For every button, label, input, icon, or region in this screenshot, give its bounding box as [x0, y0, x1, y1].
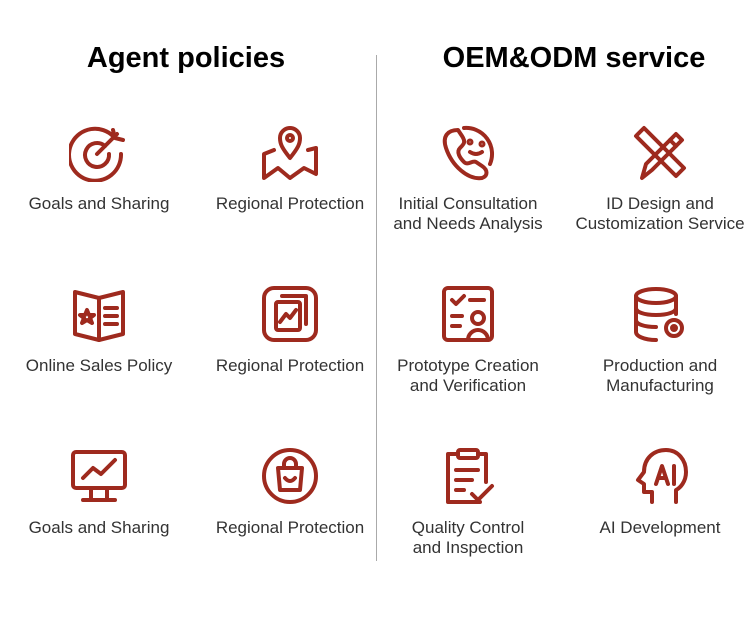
goals-sharing-item: Goals and Sharing	[4, 122, 194, 214]
regional-protection-item: Regional Protection	[195, 446, 385, 538]
database-gear-icon	[634, 287, 684, 342]
clipboard-check-icon	[446, 448, 494, 504]
ai-development-item: AI Development	[565, 446, 750, 538]
phone-smile-icon	[442, 125, 494, 181]
oem-odm-title: OEM&ODM service	[442, 42, 706, 74]
shopping-bag-icon	[262, 448, 318, 504]
checklist-user-icon	[442, 286, 494, 342]
prototype-item: Prototype Creation and Verification	[373, 284, 563, 396]
target-icon	[69, 126, 125, 182]
id-design-item: ID Design and Customization Service	[565, 122, 750, 234]
pencil-ruler-icon	[634, 126, 686, 180]
monitor-chart-icon	[71, 450, 127, 502]
regional-protection-item: Regional Protection	[195, 122, 385, 214]
regional-protection-item: Regional Protection	[195, 284, 385, 376]
quality-control-item: Quality Control and Inspection	[373, 446, 563, 558]
consultation-item: Initial Consultation and Needs Analysis	[373, 122, 563, 234]
document-chart-icon	[262, 286, 318, 342]
agent-policies-title: Agent policies	[86, 42, 286, 74]
production-item: Production and Manufacturing	[565, 284, 750, 396]
divider	[376, 55, 377, 561]
online-sales-item: Online Sales Policy	[4, 284, 194, 376]
map-pin-icon	[262, 126, 318, 180]
brochure-star-icon	[73, 290, 125, 342]
ai-head-icon	[636, 448, 688, 504]
goals-sharing-item: Goals and Sharing	[4, 446, 194, 538]
